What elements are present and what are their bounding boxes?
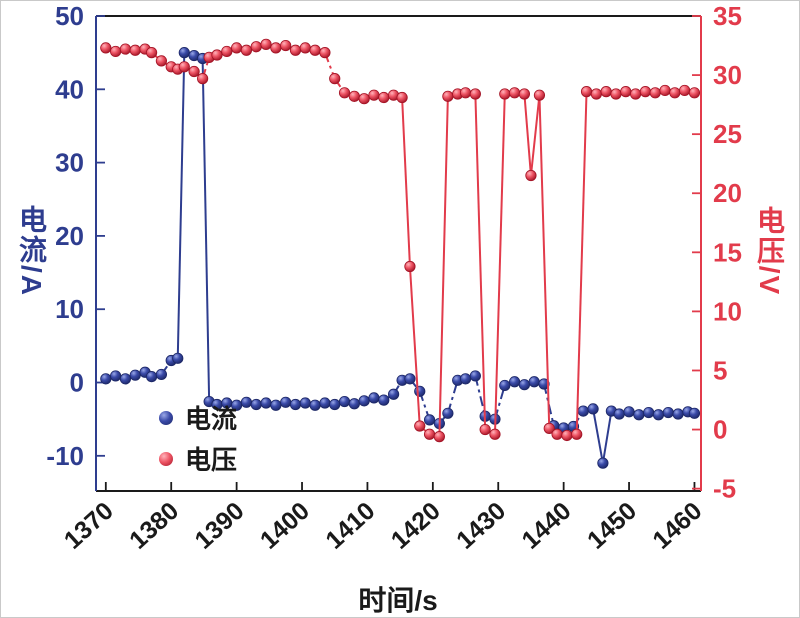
svg-text:5: 5 — [713, 355, 727, 385]
voltage-series — [100, 38, 701, 443]
svg-text:15: 15 — [713, 237, 742, 267]
svg-text:1420: 1420 — [386, 497, 446, 555]
svg-text:25: 25 — [713, 119, 742, 149]
x-axis-label: 时间/s — [358, 585, 438, 616]
svg-text:0: 0 — [713, 415, 727, 445]
svg-text:1380: 1380 — [124, 497, 184, 555]
voltage-series-marker-icon — [159, 451, 173, 466]
y-axis-label-left: 电流/A — [16, 205, 47, 297]
legend-item-current: 电流 — [159, 399, 237, 436]
current-series-marker-icon — [159, 410, 173, 425]
chart-legend: 电流 电压 — [159, 399, 237, 477]
svg-text:1440: 1440 — [517, 497, 577, 555]
current-series — [100, 47, 701, 469]
svg-text:50: 50 — [55, 1, 84, 31]
svg-text:20: 20 — [713, 178, 742, 208]
svg-text:30: 30 — [55, 148, 84, 178]
svg-text:-10: -10 — [46, 441, 84, 471]
svg-text:1410: 1410 — [320, 497, 380, 555]
legend-label-voltage: 电压 — [185, 445, 238, 475]
svg-text:1390: 1390 — [190, 497, 250, 555]
svg-text:1460: 1460 — [647, 497, 707, 555]
svg-text:35: 35 — [713, 1, 742, 31]
svg-text:10: 10 — [713, 296, 742, 326]
axes: 1370 1380 1390 1400 1410 1420 1430 1440 1450 1460… — [46, 1, 742, 555]
svg-text:40: 40 — [55, 74, 84, 104]
svg-text:20: 20 — [55, 221, 84, 251]
svg-text:1430: 1430 — [451, 497, 511, 555]
y-axis-label-right: 电压/V — [754, 205, 785, 297]
legend-item-voltage: 电压 — [159, 440, 237, 477]
svg-text:1370: 1370 — [59, 497, 119, 555]
legend-label-current: 电流 — [185, 404, 238, 434]
svg-text:10: 10 — [55, 294, 84, 324]
svg-text:-5: -5 — [713, 474, 736, 504]
svg-text:30: 30 — [713, 60, 742, 90]
svg-text:1450: 1450 — [582, 497, 642, 555]
svg-text:1400: 1400 — [255, 497, 315, 555]
svg-text:0: 0 — [70, 368, 84, 398]
